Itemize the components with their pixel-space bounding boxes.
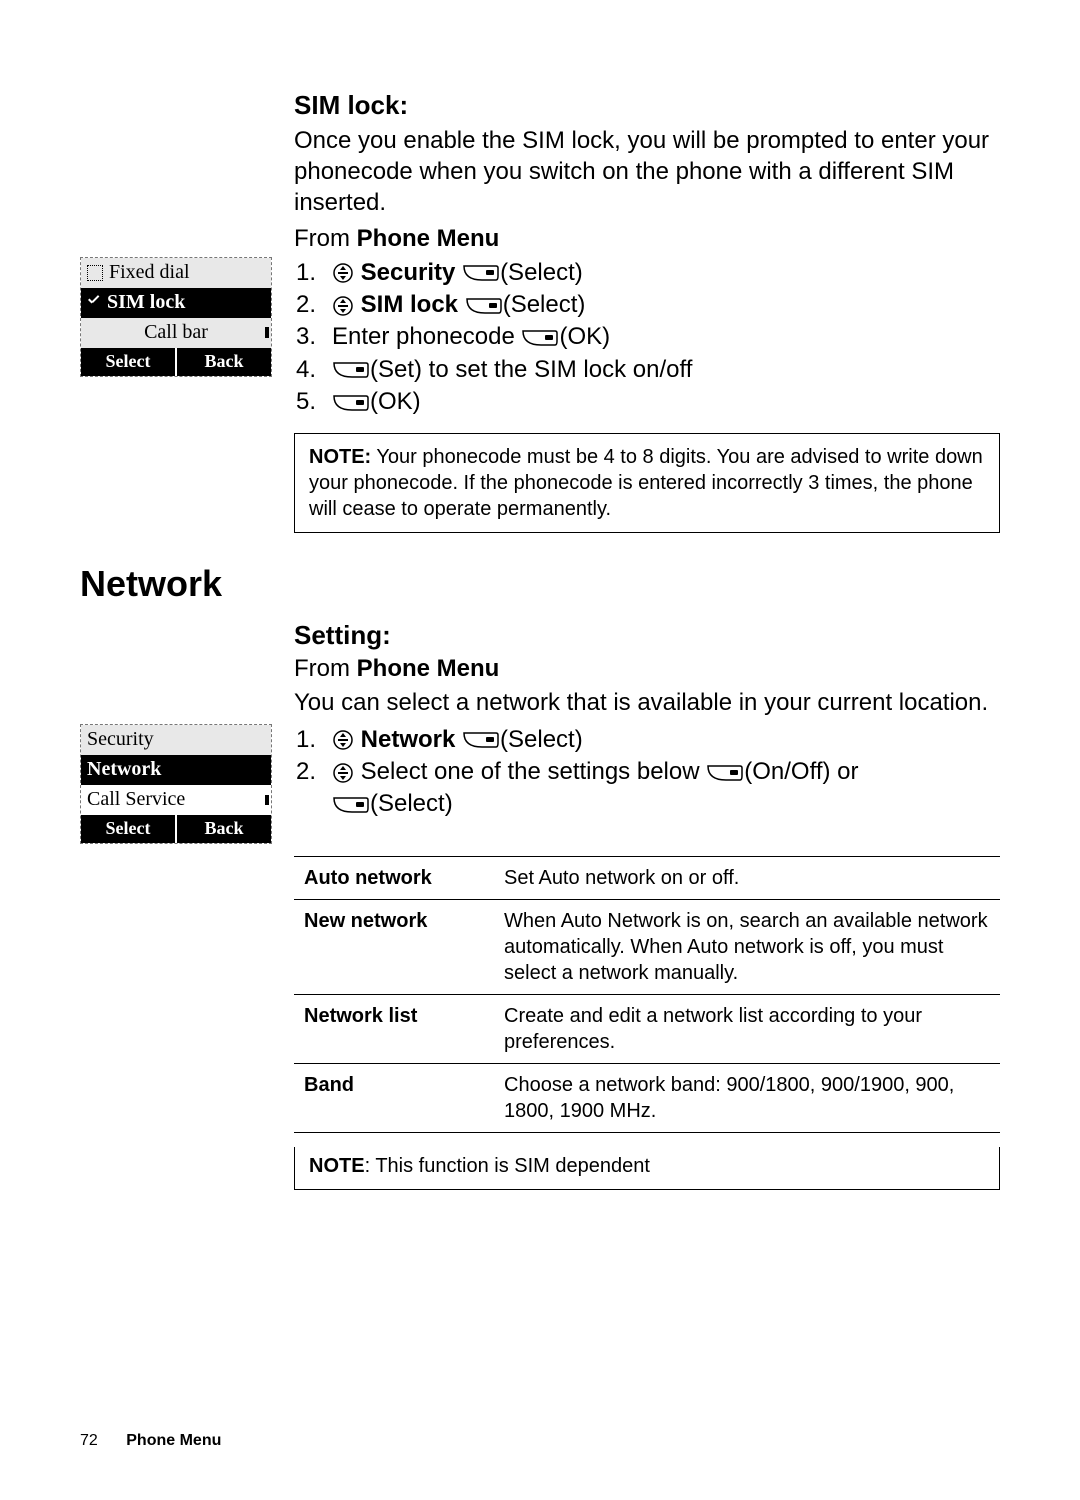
opt-key: Band (294, 1063, 494, 1132)
note-text: : This function is SIM dependent (365, 1155, 650, 1177)
softkey-back[interactable]: Back (175, 348, 271, 376)
note-label: NOTE: (309, 446, 371, 468)
opt-val: Create and edit a network list according… (494, 994, 1000, 1063)
step-item: 4. (Set) to set the SIM lock on/off (296, 354, 1000, 386)
step-item: 2. Select one of the settings below (On/… (296, 756, 1000, 821)
sim-steps: 1. Security (Select) 2. SIM lock (Select… (296, 257, 1000, 419)
nav-icon (332, 262, 354, 284)
step-post: (OK) (370, 388, 421, 415)
step-item: 1. Network (Select) (296, 724, 1000, 756)
network-setting-heading: Setting: (294, 620, 1000, 651)
note-label: NOTE (309, 1155, 365, 1177)
note-text: Your phonecode must be 4 to 8 digits. Yo… (309, 446, 983, 520)
opt-val: Choose a network band: 900/1800, 900/190… (494, 1063, 1000, 1132)
table-row: Network listCreate and edit a network li… (294, 994, 1000, 1063)
step-post: (Set) to set the SIM lock on/off (370, 356, 692, 383)
lcd-row: Security (81, 725, 271, 755)
step-num: 2. (296, 289, 322, 321)
scrollbar-icon (265, 320, 269, 346)
step-item: 5. (OK) (296, 386, 1000, 418)
step-pre: Enter phonecode (332, 323, 521, 350)
table-row: BandChoose a network band: 900/1800, 900… (294, 1063, 1000, 1132)
lcd-row: Fixed dial (81, 258, 271, 288)
softkey-icon (332, 361, 370, 379)
lcd-row-label: Call bar (144, 321, 208, 344)
sim-lock-heading: SIM lock: (294, 90, 1000, 121)
network-intro: You can select a network that is availab… (294, 687, 1000, 718)
softkey-icon (521, 329, 559, 347)
lcd-row-label: Fixed dial (109, 261, 190, 284)
opt-val: Set Auto network on or off. (494, 856, 1000, 899)
step-num: 4. (296, 354, 322, 386)
step-num: 5. (296, 386, 322, 418)
nav-icon (332, 729, 354, 751)
table-row: New networkWhen Auto Network is on, sear… (294, 899, 1000, 994)
softkey-icon (332, 796, 370, 814)
nav-icon (332, 295, 354, 317)
lcd-row-label: Security (87, 728, 154, 751)
footer-title: Phone Menu (126, 1432, 221, 1449)
network-from-bold: Phone Menu (357, 655, 500, 682)
softkey-icon (332, 394, 370, 412)
lcd-softkeys: Select Back (81, 348, 271, 376)
network-steps: 1. Network (Select) 2. Select one of the… (296, 724, 1000, 821)
step-mid: Select one of the settings below (361, 758, 707, 785)
table-row: Auto networkSet Auto network on or off. (294, 856, 1000, 899)
page-number: 72 (80, 1432, 98, 1449)
page-footer: 72 Phone Menu (80, 1432, 221, 1450)
step-post: (On/Off) or (744, 758, 858, 785)
step-item: 3. Enter phonecode (OK) (296, 321, 1000, 353)
scrollbar-icon (265, 787, 269, 813)
step-post: (Select) (500, 259, 583, 286)
lcd-row-label: SIM lock (107, 291, 185, 314)
opt-key: New network (294, 899, 494, 994)
step-post: (OK) (559, 323, 610, 350)
network-from-prefix: From (294, 655, 357, 682)
nav-icon (332, 762, 354, 784)
softkey-icon (465, 297, 503, 315)
softkey-icon (706, 764, 744, 782)
sim-lock-intro: Once you enable the SIM lock, you will b… (294, 125, 1000, 219)
network-from-line: From Phone Menu (294, 655, 1000, 683)
lcd-row-label: Network (87, 758, 161, 781)
lcd-row: Call bar (81, 318, 271, 348)
step-num: 2. (296, 756, 322, 821)
lcd-row-label: Call Service (87, 788, 185, 811)
softkey-select[interactable]: Select (81, 348, 175, 376)
step-post2: (Select) (370, 790, 453, 817)
step-item: 2. SIM lock (Select) (296, 289, 1000, 321)
step-post: (Select) (503, 291, 586, 318)
lcd-network: Security Network Call Service Select Bac… (80, 724, 272, 844)
step-num: 3. (296, 321, 322, 353)
lcd-softkeys: Select Back (81, 815, 271, 843)
lcd-row: Call Service (81, 785, 271, 815)
checkbox-checked-icon (87, 296, 101, 310)
sim-from-bold: Phone Menu (357, 225, 500, 252)
lcd-row: SIM lock (81, 288, 271, 318)
step-num: 1. (296, 257, 322, 289)
step-item: 1. Security (Select) (296, 257, 1000, 289)
network-options-table: Auto networkSet Auto network on or off. … (294, 856, 1000, 1133)
checkbox-empty-icon (87, 265, 103, 281)
sim-note: NOTE: Your phonecode must be 4 to 8 digi… (294, 433, 1000, 533)
softkey-icon (462, 264, 500, 282)
step-num: 1. (296, 724, 322, 756)
lcd-row: Network (81, 755, 271, 785)
step-post: (Select) (500, 726, 583, 753)
opt-val: When Auto Network is on, search an avail… (494, 899, 1000, 994)
opt-key: Network list (294, 994, 494, 1063)
step-bold: Network (361, 726, 456, 753)
network-note: NOTE: This function is SIM dependent (294, 1147, 1000, 1190)
step-bold: Security (361, 259, 456, 286)
network-h1: Network (80, 563, 1000, 605)
softkey-icon (462, 731, 500, 749)
softkey-back[interactable]: Back (175, 815, 271, 843)
sim-from-line: From Phone Menu (294, 225, 1000, 253)
step-bold: SIM lock (361, 291, 458, 318)
softkey-select[interactable]: Select (81, 815, 175, 843)
sim-from-prefix: From (294, 225, 357, 252)
lcd-sim: Fixed dial SIM lock Call bar Select Back (80, 257, 272, 377)
opt-key: Auto network (294, 856, 494, 899)
